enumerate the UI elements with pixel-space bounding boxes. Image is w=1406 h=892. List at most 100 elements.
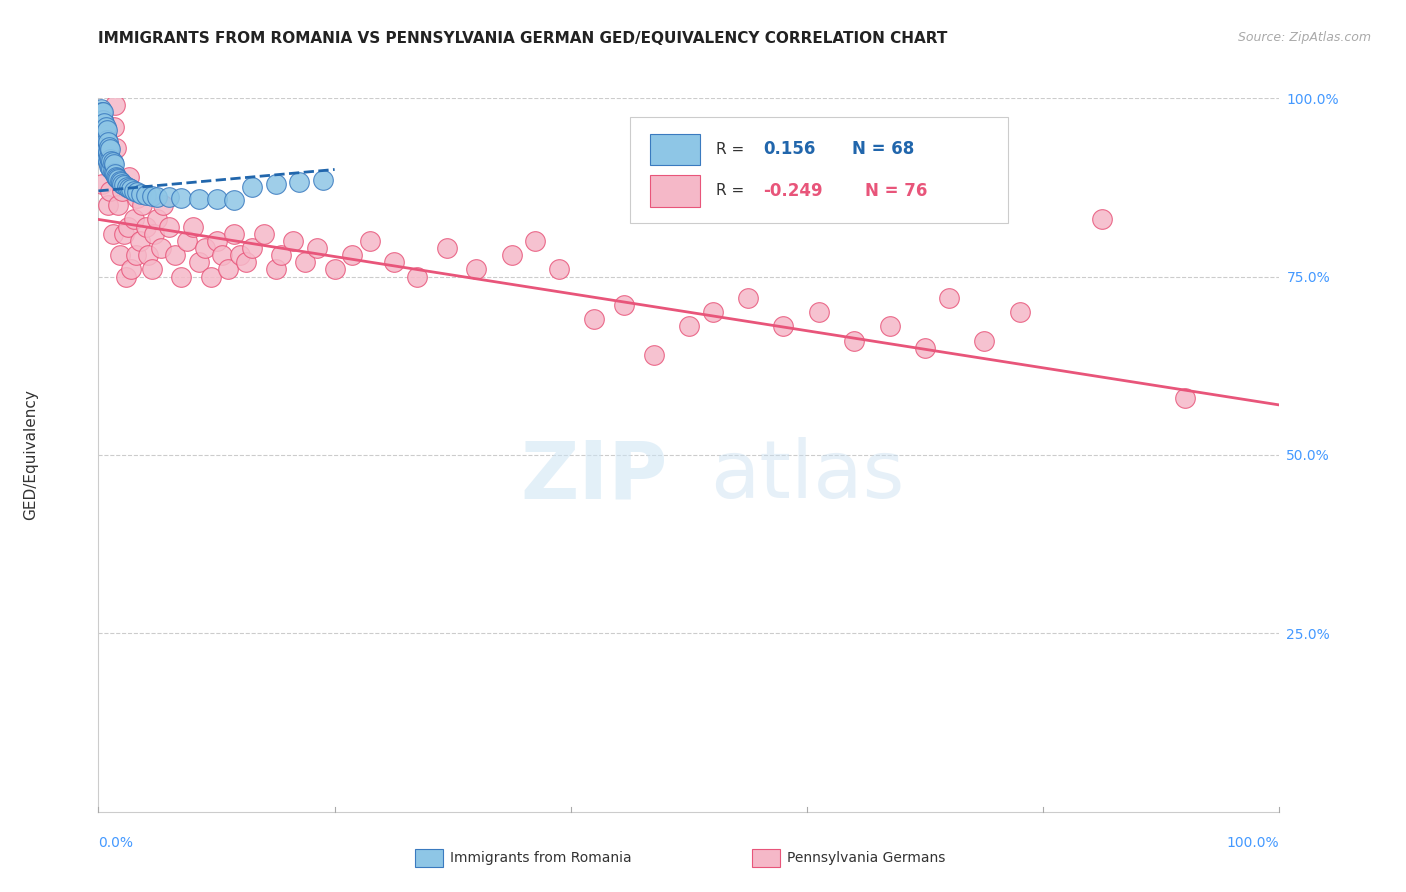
Text: N = 76: N = 76 xyxy=(865,182,928,200)
Point xyxy=(104,98,127,112)
FancyBboxPatch shape xyxy=(630,118,1008,223)
Point xyxy=(122,212,145,227)
Point xyxy=(103,157,125,171)
Point xyxy=(157,219,180,234)
Point xyxy=(135,188,157,202)
Point xyxy=(613,298,636,312)
Point xyxy=(118,181,141,195)
Point xyxy=(146,189,169,203)
Point xyxy=(105,169,128,184)
Point xyxy=(91,112,114,127)
Text: Pennsylvania Germans: Pennsylvania Germans xyxy=(787,851,946,865)
Point xyxy=(90,120,112,134)
Point xyxy=(283,234,305,248)
Point xyxy=(181,219,204,234)
Point xyxy=(104,168,127,182)
Point xyxy=(121,262,143,277)
Bar xyxy=(650,134,700,165)
Point xyxy=(170,191,193,205)
Point xyxy=(111,177,134,191)
Point xyxy=(91,141,114,155)
Point xyxy=(914,341,936,355)
Point xyxy=(312,173,335,187)
Point xyxy=(122,184,145,198)
Point xyxy=(89,120,111,134)
Point xyxy=(772,319,794,334)
Point xyxy=(114,269,136,284)
Point xyxy=(121,182,143,196)
Point xyxy=(141,262,163,277)
Point xyxy=(938,291,960,305)
Point xyxy=(129,186,152,201)
Point xyxy=(406,269,429,284)
Point xyxy=(127,186,149,200)
Point xyxy=(264,177,287,191)
Point xyxy=(107,172,129,186)
Point xyxy=(90,130,112,145)
Point xyxy=(93,116,115,130)
Point xyxy=(187,255,209,269)
Text: 0.156: 0.156 xyxy=(763,141,815,159)
Point xyxy=(844,334,866,348)
Point xyxy=(305,241,328,255)
Point xyxy=(270,248,292,262)
Point xyxy=(101,227,124,241)
Point xyxy=(643,348,665,362)
Point xyxy=(96,152,118,166)
Point xyxy=(1174,391,1197,405)
Point xyxy=(96,134,118,148)
Point xyxy=(194,241,217,255)
Point xyxy=(98,150,121,164)
Point xyxy=(94,120,117,134)
Point xyxy=(176,234,198,248)
Point xyxy=(187,192,209,206)
Point xyxy=(165,248,187,262)
Point xyxy=(91,130,114,145)
Point xyxy=(108,174,131,188)
Text: IMMIGRANTS FROM ROMANIA VS PENNSYLVANIA GERMAN GED/EQUIVALENCY CORRELATION CHART: IMMIGRANTS FROM ROMANIA VS PENNSYLVANIA … xyxy=(98,31,948,46)
Point xyxy=(240,180,263,194)
Point xyxy=(110,175,132,189)
Text: GED/Equivalency: GED/Equivalency xyxy=(24,390,38,520)
Point xyxy=(96,143,118,157)
Point xyxy=(93,123,115,137)
Point xyxy=(91,120,114,134)
Point xyxy=(128,234,150,248)
Point xyxy=(93,134,115,148)
Text: R =: R = xyxy=(716,142,749,157)
Point xyxy=(879,319,901,334)
Point xyxy=(170,269,193,284)
Point xyxy=(98,143,121,157)
Point xyxy=(200,269,222,284)
Point xyxy=(141,189,163,203)
Text: Immigrants from Romania: Immigrants from Romania xyxy=(450,851,631,865)
Point xyxy=(91,112,114,127)
Point xyxy=(524,234,547,248)
Point xyxy=(135,219,157,234)
Point xyxy=(89,112,111,127)
Point xyxy=(1091,212,1114,227)
Point xyxy=(146,212,169,227)
Point xyxy=(142,227,165,241)
Point xyxy=(131,198,153,212)
Point xyxy=(94,148,117,162)
Point xyxy=(205,193,228,207)
Text: -0.249: -0.249 xyxy=(763,182,823,200)
Point xyxy=(98,161,121,175)
Point xyxy=(98,139,121,153)
Point xyxy=(235,255,257,269)
Point xyxy=(97,198,120,212)
Point xyxy=(108,248,131,262)
Point xyxy=(96,123,118,137)
Point xyxy=(702,305,724,319)
Text: Source: ZipAtlas.com: Source: ZipAtlas.com xyxy=(1237,31,1371,45)
Point xyxy=(127,191,149,205)
Point xyxy=(229,248,252,262)
Point xyxy=(294,255,316,269)
Text: R =: R = xyxy=(716,184,749,198)
Text: 100.0%: 100.0% xyxy=(1227,836,1279,850)
Point xyxy=(90,102,112,116)
Point xyxy=(737,291,759,305)
Point xyxy=(583,312,606,326)
Bar xyxy=(650,175,700,207)
